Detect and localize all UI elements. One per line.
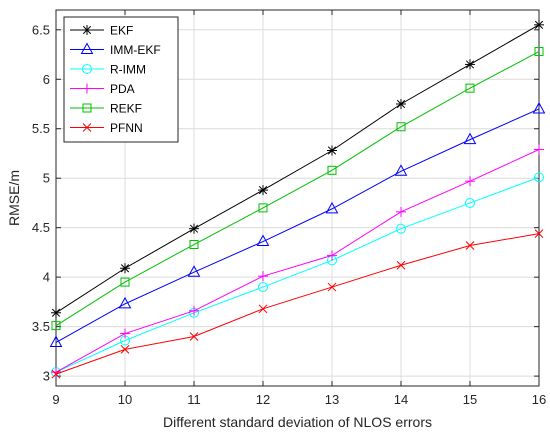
x-axis-label: Different standard deviation of NLOS err… [163,414,432,430]
legend-marker [80,42,94,54]
series-pda [51,144,544,378]
series-line-r-imm [55,176,540,373]
series-line-imm-ekf [55,108,540,343]
y-tick-label: 5 [43,171,50,186]
data-point-rekf [396,122,406,132]
data-point-pda [51,367,61,378]
legend-item-rekf: REKF [70,102,142,116]
x-tick-label: 9 [52,392,59,407]
data-point-pfnn [258,304,268,314]
data-point-pfnn [327,282,337,292]
x-tick-label: 11 [187,392,201,407]
legend-label: EKF [110,24,133,38]
data-point-ekf [51,307,61,318]
legend-item-r-imm: R-IMM [70,63,146,77]
series-group [49,19,546,379]
series-ekf [51,19,544,318]
data-point-pda [189,305,199,316]
data-point-r-imm [258,282,268,293]
axes-frame [55,9,540,387]
data-point-pda [327,250,337,261]
data-point-ekf [327,145,337,156]
x-tick-label: 16 [532,392,546,407]
data-point-imm-ekf [118,296,132,309]
data-point-rekf [189,240,199,250]
series-line-ekf [55,24,540,314]
data-point-r-imm [396,223,406,234]
y-tick-label: 5.5 [32,121,50,136]
legend-item-pfnn: PFNN [70,121,143,135]
data-point-pda [465,176,475,187]
data-point-imm-ekf [325,201,339,214]
data-point-imm-ekf [463,132,477,145]
x-tick-label: 10 [118,392,132,407]
data-point-rekf [120,277,130,287]
data-point-pfnn [465,241,475,250]
x-tick-label: 13 [325,392,339,407]
legend-label: PDA [110,82,135,96]
y-tick-label: 4.5 [32,220,50,235]
series-line-rekf [55,51,540,327]
data-point-ekf [465,59,475,70]
data-point-imm-ekf [394,164,408,176]
y-tick-label: 4 [43,270,50,285]
legend-label: R-IMM [110,63,146,77]
legend-marker [82,64,92,74]
data-point-pda [534,144,544,155]
data-point-pda [258,271,268,282]
data-point-rekf [258,203,268,213]
data-point-rekf [534,47,544,57]
legend-label: REKF [110,102,142,116]
data-point-pfnn [534,229,544,238]
data-point-imm-ekf [49,335,63,347]
data-point-pfnn [396,260,406,270]
data-point-rekf [465,83,475,93]
y-tick-label: 6 [43,72,50,87]
x-tick-label: 15 [463,392,477,407]
ticks: 9 10 11 12 13 14 15 16 3 3.5 4 4.5 5 5.5 6 6.5 [32,10,546,407]
data-point-imm-ekf [256,234,270,247]
x-tick-label: 14 [394,392,408,407]
legend-item-imm-ekf: IMM-EKF [70,42,161,57]
legend-marker [82,25,92,35]
series-line-pfnn [55,233,540,375]
legend-label: IMM-EKF [110,43,161,57]
x-tick-label: 12 [256,392,270,407]
data-point-imm-ekf [532,101,546,114]
y-tick-label: 3 [43,369,50,384]
y-tick-label: 6.5 [32,22,50,37]
data-point-ekf [534,19,544,30]
data-point-pfnn [120,345,130,354]
series-imm-ekf [49,101,546,347]
data-point-r-imm [465,197,475,208]
series-rekf [51,47,544,331]
data-point-ekf [258,185,268,196]
legend-box [63,16,179,143]
data-point-ekf [120,263,130,274]
series-pfnn [51,229,544,379]
legend-item-ekf: EKF [70,24,133,38]
legend: EKF IMM-EKF R-IMM PDA REKF PFNN [63,16,179,143]
data-point-pfnn [51,369,61,379]
legend-marker [82,83,92,94]
y-axis-label: RMSE/m [6,170,22,226]
data-point-rekf [51,321,61,331]
data-point-r-imm [534,172,544,183]
legend-marker [82,103,92,113]
legend-label: PFNN [110,121,143,135]
data-point-rekf [327,165,337,175]
series-line-pda [55,149,540,373]
data-point-pda [120,328,130,339]
y-tick-label: 3.5 [32,319,50,334]
data-point-ekf [189,223,199,234]
legend-marker [82,123,92,132]
data-point-ekf [396,99,406,109]
data-point-pfnn [189,332,199,341]
data-point-imm-ekf [187,265,201,277]
legend-item-pda: PDA [70,82,135,96]
data-point-pda [396,206,406,217]
